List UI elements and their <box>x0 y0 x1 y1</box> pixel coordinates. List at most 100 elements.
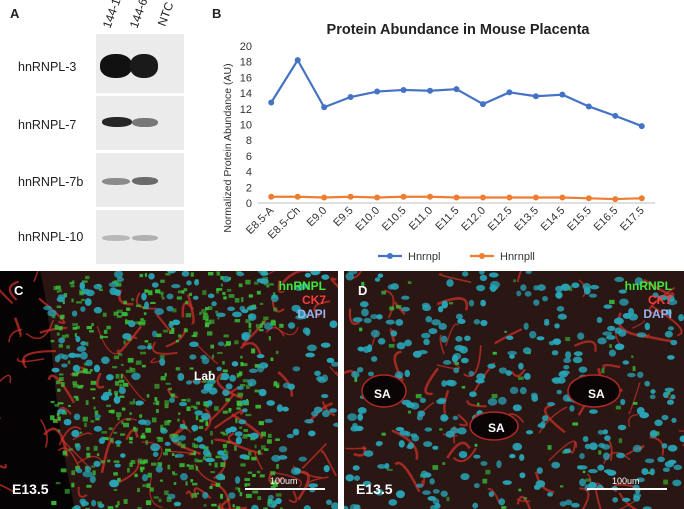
hnrnpl-stain <box>251 348 256 354</box>
hnrnpl-stain <box>120 363 124 366</box>
dapi-nucleus <box>613 317 624 325</box>
hnrnpl-stain <box>81 298 85 301</box>
y-tick-label: 4 <box>246 167 252 179</box>
hnrnpl-stain <box>76 325 80 329</box>
dapi-nucleus <box>138 419 147 425</box>
dapi-nucleus <box>171 284 181 289</box>
hnrnpl-stain <box>202 456 207 460</box>
hnrnpl-stain <box>222 433 229 436</box>
dapi-nucleus <box>168 322 174 329</box>
dapi-nucleus <box>618 289 627 294</box>
hnrnpl-stain <box>442 462 446 466</box>
dapi-nucleus <box>200 412 211 421</box>
dapi-nucleus <box>267 500 278 508</box>
data-point-hnrnpl <box>321 104 328 111</box>
hnrnpl-stain <box>127 357 134 363</box>
dapi-nucleus <box>222 389 230 396</box>
hnrnpl-stain <box>254 364 260 368</box>
dapi-nucleus <box>357 413 364 421</box>
dapi-nucleus <box>167 271 176 274</box>
dapi-nucleus <box>666 399 674 405</box>
hnrnpl-stain <box>127 467 130 473</box>
hnrnpl-stain <box>56 285 61 290</box>
dapi-nucleus <box>554 323 560 329</box>
hnrnpl-stain <box>250 437 256 441</box>
hnrnpl-stain <box>446 496 450 502</box>
dapi-nucleus <box>247 305 257 311</box>
hnrnpl-stain <box>238 487 241 493</box>
dapi-nucleus <box>189 354 197 360</box>
hnrnpl-stain <box>237 402 243 407</box>
data-point-hnrnpll <box>321 194 328 201</box>
dapi-nucleus <box>596 316 603 324</box>
scale-bar-d <box>587 488 667 490</box>
hnrnpl-stain <box>129 462 133 467</box>
dapi-nucleus <box>71 429 80 438</box>
dapi-nucleus <box>101 356 110 364</box>
hnrnpl-stain <box>273 292 276 296</box>
hnrnpl-stain <box>50 339 55 343</box>
ck7-stain <box>268 471 284 484</box>
dapi-nucleus <box>644 380 651 387</box>
dapi-nucleus <box>428 328 438 335</box>
dapi-nucleus <box>396 342 406 350</box>
hnrnpl-stain <box>232 504 235 508</box>
dapi-nucleus <box>438 397 447 403</box>
dapi-nucleus <box>352 423 358 428</box>
hnrnpl-stain <box>223 296 227 300</box>
dapi-nucleus <box>563 364 570 370</box>
hnrnpl-stain <box>181 399 187 402</box>
hnrnpl-stain <box>156 436 161 439</box>
hnrnpl-stain <box>100 460 105 464</box>
hnrnpl-stain <box>59 373 64 376</box>
dapi-nucleus <box>249 432 259 440</box>
dapi-nucleus <box>472 502 479 509</box>
dapi-nucleus <box>358 346 365 352</box>
hnrnpl-stain <box>135 360 142 365</box>
ck7-stain <box>439 334 445 355</box>
hnrnpl-stain <box>56 412 60 416</box>
data-point-hnrnpl <box>585 103 592 110</box>
data-point-hnrnpll <box>347 193 354 200</box>
hnrnpl-stain <box>177 290 184 294</box>
dapi-nucleus <box>519 454 525 462</box>
hnrnpl-stain <box>485 469 491 475</box>
dapi-nucleus <box>460 473 470 481</box>
ck7-stain <box>457 413 468 427</box>
hnrnpl-stain <box>618 438 623 444</box>
dapi-nucleus <box>641 468 649 475</box>
ck7-stain <box>269 471 302 488</box>
protein-abundance-chart: Protein Abundance in Mouse Placenta Norm… <box>222 22 655 263</box>
dapi-nucleus <box>137 345 147 350</box>
hnrnpl-stain <box>217 316 220 320</box>
gel-band <box>132 235 158 241</box>
hnrnpl-stain <box>68 448 73 451</box>
dapi-nucleus <box>488 491 495 497</box>
ck7-stain <box>645 334 673 343</box>
hnrnpl-stain <box>166 497 172 502</box>
hnrnpl-stain <box>211 503 217 507</box>
hnrnpl-stain <box>56 332 60 336</box>
hnrnpl-stain <box>115 373 120 379</box>
dapi-nucleus <box>556 306 565 312</box>
ck7-stain <box>150 357 162 364</box>
dapi-nucleus <box>366 344 373 353</box>
hnrnpl-stain <box>144 340 149 343</box>
hnrnpl-stain <box>71 470 76 476</box>
dapi-nucleus <box>75 335 81 343</box>
dapi-nucleus <box>141 292 147 301</box>
hnrnpl-stain <box>243 429 248 432</box>
dapi-nucleus <box>451 354 459 363</box>
hnrnpl-stain <box>133 427 138 432</box>
hnrnpl-stain <box>142 364 146 368</box>
micrograph-c-image <box>0 271 338 509</box>
hnrnpl-stain <box>226 288 232 292</box>
hnrnpl-stain <box>240 355 243 359</box>
hnrnpl-stain <box>148 290 153 296</box>
ck7-stain <box>220 498 231 509</box>
gel-band <box>102 235 130 241</box>
hnrnpl-stain <box>151 462 157 466</box>
dapi-nucleus <box>498 498 506 506</box>
dapi-nucleus <box>159 357 166 366</box>
hnrnpl-stain <box>565 337 571 342</box>
